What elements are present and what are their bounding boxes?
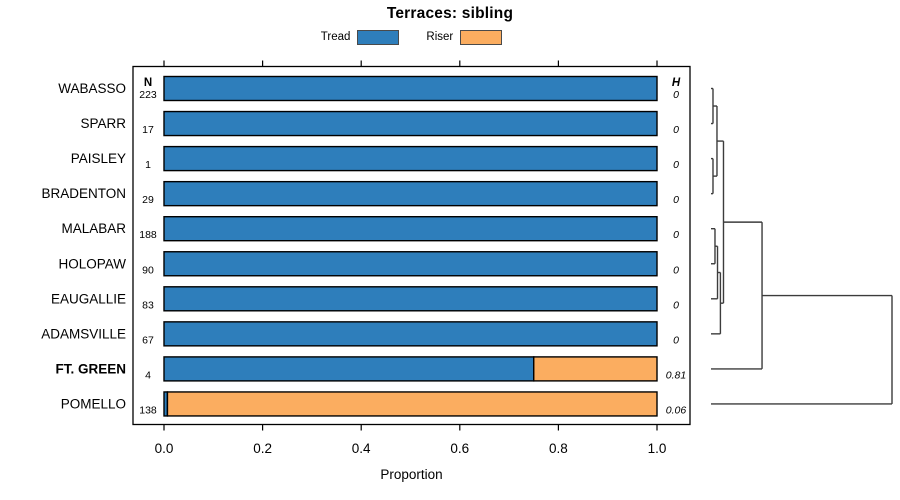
legend-item-riser: Riser <box>426 29 503 45</box>
h-value: 0 <box>673 334 679 346</box>
legend-label: Riser <box>426 31 454 43</box>
x-axis-title: Proportion <box>380 467 442 482</box>
h-column-header: H <box>672 77 681 89</box>
x-axis-tick-label: 0.0 <box>155 441 174 456</box>
plot-box <box>132 65 691 426</box>
h-value: 0 <box>673 194 679 206</box>
n-value: 188 <box>139 229 157 241</box>
x-axis-tick-label: 1.0 <box>648 441 667 456</box>
n-value: 90 <box>142 264 154 276</box>
legend-label: Tread <box>320 31 351 43</box>
category-label: FT. GREEN <box>55 361 126 376</box>
category-label: BRADENTON <box>41 186 126 201</box>
bar-segment-riser <box>166 391 658 417</box>
bar-segment-tread <box>163 321 658 347</box>
category-label: MALABAR <box>61 221 126 236</box>
n-value: 67 <box>142 334 154 346</box>
x-axis-tick-label: 0.2 <box>253 441 272 456</box>
h-value: 0.06 <box>666 404 687 416</box>
bar-segment-tread <box>163 215 658 242</box>
bar-segment-tread <box>163 356 535 382</box>
h-value: 0 <box>673 124 679 136</box>
bar-segment-tread <box>163 286 658 312</box>
legend-swatch <box>460 29 503 45</box>
h-value: 0.81 <box>666 369 686 381</box>
chart-title: Terraces: sibling <box>386 5 514 22</box>
n-column-header: N <box>144 77 152 89</box>
bar-segment-tread <box>163 110 658 137</box>
category-label: POMELLO <box>61 396 126 411</box>
legend-item-tread: Tread <box>320 29 400 45</box>
category-label: HOLOPAW <box>58 256 126 271</box>
x-axis-tick-label: 0.8 <box>549 441 568 456</box>
category-label: PAISLEY <box>71 151 126 166</box>
bar-segment-tread <box>163 251 658 277</box>
category-label: EAUGALLIE <box>51 291 126 306</box>
n-value: 1 <box>145 159 151 171</box>
n-value: 29 <box>142 194 154 206</box>
x-axis-tick-label: 0.4 <box>352 441 371 456</box>
legend-swatch <box>357 29 400 45</box>
n-value: 138 <box>139 404 157 416</box>
bar-segment-riser <box>533 356 658 382</box>
h-value: 0 <box>673 299 679 311</box>
category-label: SPARR <box>80 116 126 131</box>
n-value: 17 <box>142 124 154 136</box>
bar-segment-tread <box>163 145 658 172</box>
h-value: 0 <box>673 229 679 241</box>
h-value: 0 <box>673 159 679 171</box>
bar-segment-tread <box>163 180 658 207</box>
n-value: 223 <box>139 89 157 101</box>
category-label: ADAMSVILLE <box>41 326 126 341</box>
n-value: 4 <box>145 369 151 381</box>
h-value: 0 <box>673 264 679 276</box>
n-value: 83 <box>142 299 154 311</box>
category-label: WABASSO <box>58 81 126 96</box>
h-value: 0 <box>673 89 679 101</box>
legend: Tread Riser <box>133 28 690 46</box>
bar-segment-tread <box>163 75 658 102</box>
x-axis-tick-label: 0.6 <box>450 441 469 456</box>
